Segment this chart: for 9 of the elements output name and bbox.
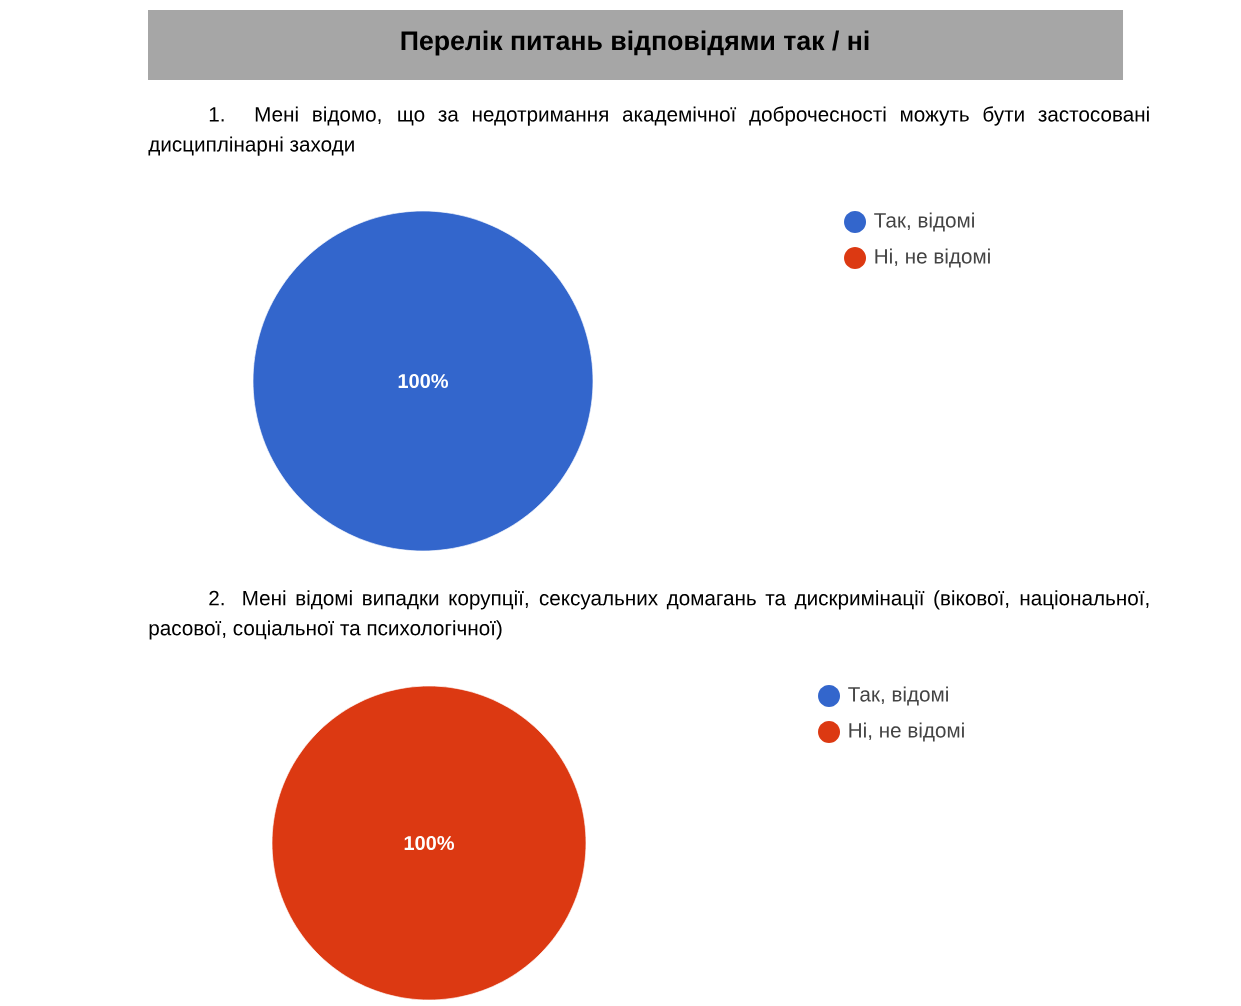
legend-label: Ні, не відомі (849, 722, 964, 742)
legend-label: Так, відомі (874, 212, 974, 232)
data-label: 100% (398, 373, 449, 389)
data-label: 100% (404, 835, 455, 851)
legend-label: Так, відомі (848, 686, 948, 706)
legend-label: Ні, не відомі (875, 248, 990, 268)
chart-title: Перелік питань відповідями так / ні (401, 30, 869, 56)
chart-subtitle: 1. Мені відомо, що за недотримання академічної доброчесності можуть бути застосовані дисциплінарні заходи (148, 106, 1149, 156)
chart-subtitle: 2. Мені відомі випадки корупції, сексуальних домагань та дискримінації (вікової, національної, расової, соціальної та психологічної) (149, 590, 1149, 640)
